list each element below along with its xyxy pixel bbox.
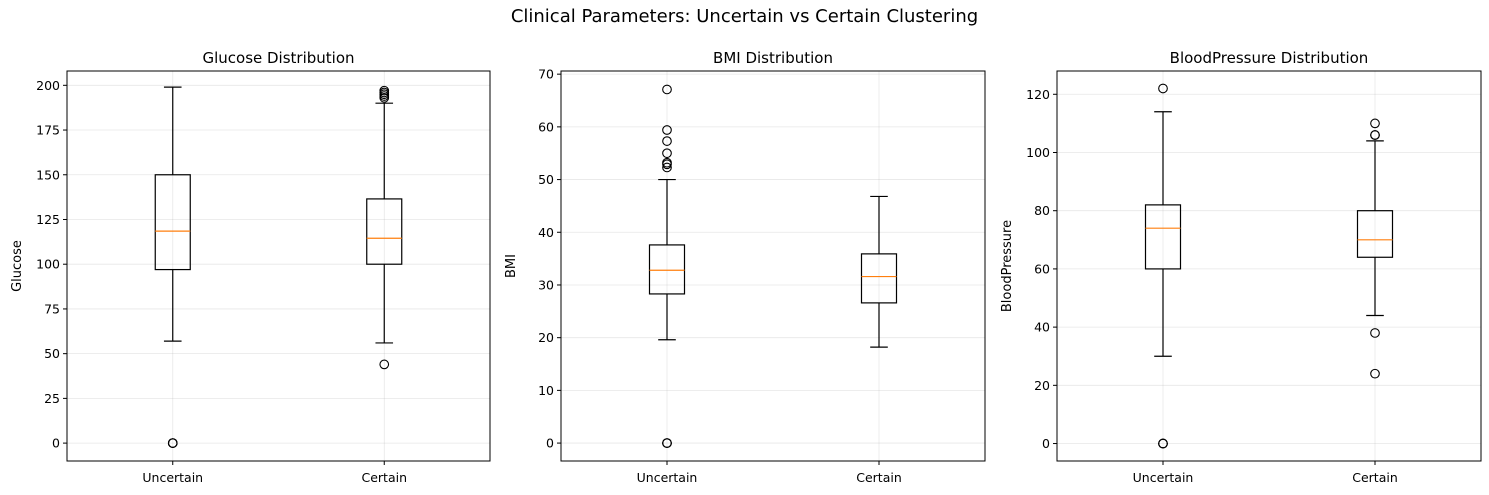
iqr-box bbox=[366, 198, 403, 265]
y-axis-label: BMI bbox=[504, 254, 519, 278]
bloodpressure-plot: 0 20 40 60 80 100 120 Uncertain Certain BloodPres… bbox=[1000, 49, 1482, 485]
figure-title: Clinical Parameters: Uncertain vs Certai… bbox=[510, 6, 979, 27]
iqr-box bbox=[1144, 204, 1182, 270]
box-uncertain bbox=[154, 86, 191, 448]
outlier-point bbox=[379, 85, 390, 96]
outlier-point bbox=[662, 157, 672, 168]
box-certain bbox=[860, 195, 898, 348]
y-tick-label: 40 bbox=[538, 225, 554, 240]
x-tick-label: Uncertain bbox=[142, 470, 203, 485]
y-tick-label: 10 bbox=[538, 383, 554, 398]
y-tick-label: 100 bbox=[1026, 145, 1050, 160]
axes-frame bbox=[560, 70, 986, 462]
bmi-plot: 0 10 20 30 40 50 60 70 Uncertain Certain BMI Distr… bbox=[504, 49, 986, 485]
iqr-box bbox=[154, 174, 191, 271]
panel-title: BloodPressure Distribution bbox=[1170, 49, 1369, 67]
axes-frame bbox=[1056, 70, 1482, 462]
y-tick-label: 150 bbox=[36, 167, 60, 182]
iqr-box bbox=[860, 253, 898, 304]
outlier-point bbox=[379, 359, 390, 370]
box-certain bbox=[366, 85, 403, 370]
box-certain bbox=[1356, 118, 1394, 379]
axes-frame bbox=[66, 70, 491, 462]
panel-title: BMI Distribution bbox=[713, 49, 833, 67]
y-tick-label: 0 bbox=[52, 436, 60, 451]
y-tick-label: 20 bbox=[538, 330, 554, 345]
y-tick-label: 175 bbox=[36, 123, 60, 138]
outlier-point bbox=[662, 136, 672, 146]
y-tick-label: 25 bbox=[44, 391, 60, 406]
y-tick-label: 120 bbox=[1026, 87, 1050, 102]
x-tick-label: Uncertain bbox=[1133, 470, 1194, 485]
outlier-point bbox=[1370, 368, 1380, 379]
y-tick-label: 75 bbox=[44, 301, 60, 316]
box-uncertain bbox=[1144, 83, 1182, 449]
glucose-plot: 0 25 50 75 100 125 150 175 200 Uncertain Certain Gl… bbox=[10, 49, 491, 485]
y-tick-label: 100 bbox=[36, 257, 60, 272]
outlier-point bbox=[1370, 328, 1380, 338]
outlier-point bbox=[167, 438, 178, 448]
y-tick-label: 50 bbox=[44, 346, 60, 361]
outlier-point bbox=[662, 162, 672, 173]
y-axis-label: Glucose bbox=[10, 240, 25, 292]
outlier-point bbox=[1370, 118, 1380, 129]
y-tick-label: 80 bbox=[1034, 203, 1050, 218]
box-uncertain bbox=[648, 84, 686, 448]
y-tick-label: 40 bbox=[1034, 320, 1050, 335]
x-tick-label: Uncertain bbox=[637, 470, 698, 485]
y-tick-label: 70 bbox=[538, 67, 554, 82]
y-tick-label: 0 bbox=[1042, 436, 1050, 451]
y-axis-label: BloodPressure bbox=[1000, 220, 1015, 312]
y-tick-label: 60 bbox=[538, 119, 554, 134]
y-tick-label: 20 bbox=[1034, 378, 1050, 393]
outlier-point bbox=[1158, 438, 1168, 449]
x-tick-label: Certain bbox=[361, 470, 407, 485]
outlier-point bbox=[662, 125, 672, 135]
outlier-point bbox=[662, 438, 672, 448]
outlier-point bbox=[1158, 83, 1168, 94]
outlier-point bbox=[662, 148, 672, 159]
y-tick-label: 0 bbox=[546, 436, 554, 451]
outlier-point bbox=[1370, 130, 1380, 140]
iqr-box bbox=[1356, 210, 1394, 258]
panel-title: Glucose Distribution bbox=[202, 49, 354, 67]
y-tick-label: 60 bbox=[1034, 261, 1050, 276]
y-tick-label: 50 bbox=[538, 172, 554, 187]
x-tick-label: Certain bbox=[856, 470, 902, 485]
outlier-point bbox=[662, 84, 672, 95]
y-tick-label: 125 bbox=[36, 212, 60, 227]
x-tick-label: Certain bbox=[1352, 470, 1398, 485]
iqr-box bbox=[648, 244, 686, 295]
y-tick-label: 30 bbox=[538, 277, 554, 292]
y-tick-label: 200 bbox=[36, 78, 60, 93]
